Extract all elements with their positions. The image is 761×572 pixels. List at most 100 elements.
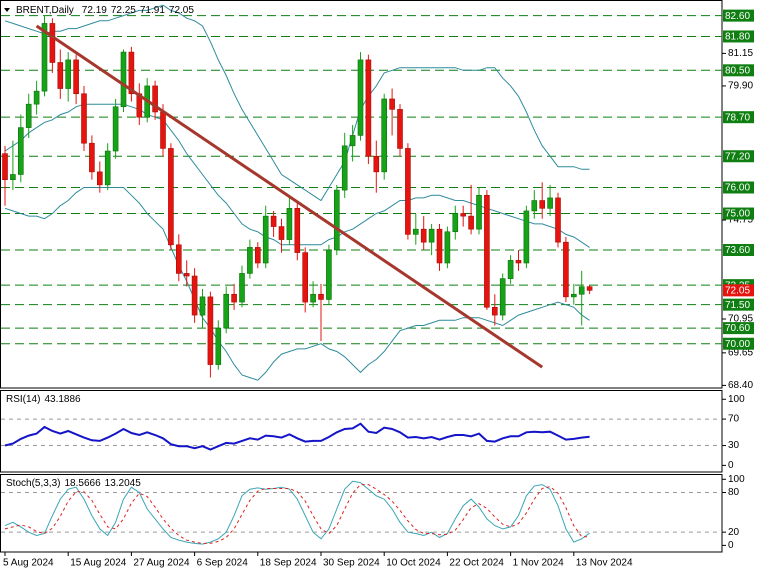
last-close: 72.05 xyxy=(169,5,194,16)
candle-body xyxy=(112,106,119,152)
candle-body xyxy=(223,293,229,329)
y-tick-label: 100 xyxy=(728,394,745,405)
x-tick-label: 13 Nov 2024 xyxy=(576,558,633,569)
candle-body xyxy=(57,62,64,89)
last-price-label: 72.05 xyxy=(725,285,750,296)
level-box xyxy=(723,111,754,124)
candle-body xyxy=(176,244,182,274)
stoch-title: Stoch(5,3,3) xyxy=(6,478,60,489)
level-label: 73.60 xyxy=(725,245,750,256)
candle-body xyxy=(357,59,364,136)
rsi-title: RSI(14) xyxy=(6,394,40,405)
candle-body xyxy=(491,306,498,316)
y-tick-label: 30 xyxy=(728,440,740,451)
candle-body xyxy=(586,286,593,291)
candle-body xyxy=(152,85,158,113)
candle-body xyxy=(381,98,388,173)
candle-body xyxy=(97,171,103,186)
level-label: 78.70 xyxy=(725,112,750,123)
candle-body xyxy=(10,174,16,180)
last-low: 71.91 xyxy=(140,5,165,16)
candle-body xyxy=(128,51,135,95)
candle-body xyxy=(168,148,174,246)
candle-body xyxy=(531,200,538,212)
last-high: 72.25 xyxy=(111,5,136,16)
level-label: 81.80 xyxy=(725,32,750,43)
candle-body xyxy=(468,215,474,230)
level-box xyxy=(723,298,754,311)
candle-body xyxy=(365,59,372,157)
y-tick-label: 0 xyxy=(728,540,734,551)
candle-body xyxy=(476,195,482,230)
series-line xyxy=(4,480,590,545)
candle-body xyxy=(270,215,277,227)
level-label: 71.50 xyxy=(725,300,750,311)
series-line xyxy=(4,422,590,451)
candle-body xyxy=(278,226,285,240)
y-tick-label: 81.15 xyxy=(728,48,753,59)
candle-body xyxy=(373,155,380,173)
y-tick-label: 0 xyxy=(728,460,734,471)
candle-body xyxy=(73,59,79,95)
candle-body xyxy=(41,23,48,92)
x-tick-label: 22 Oct 2024 xyxy=(449,558,504,569)
stoch-panel xyxy=(0,474,723,553)
y-tick-label: 70.95 xyxy=(728,314,753,325)
candle-body xyxy=(199,296,206,316)
last-open: 72.19 xyxy=(82,5,107,16)
candle-body xyxy=(389,98,395,110)
candle-body xyxy=(547,197,553,209)
y-tick-label: 20 xyxy=(728,527,740,538)
y-tick-label: 74.75 xyxy=(728,215,753,226)
level-box xyxy=(723,30,754,43)
candle-body xyxy=(333,189,340,251)
price-header: BRENT,Daily 72.19 72.25 71.91 72.05 xyxy=(16,5,194,16)
candle-body xyxy=(499,278,506,316)
candle-body xyxy=(318,293,324,300)
y-tick-label: 100 xyxy=(728,474,745,485)
candle-body xyxy=(507,260,514,279)
rsi-header: RSI(14) 43.1886 xyxy=(6,394,81,405)
candle-body xyxy=(294,208,301,253)
last-price-box xyxy=(723,284,754,297)
level-label: 76.00 xyxy=(725,183,750,194)
candle-body xyxy=(89,142,95,173)
candle-body xyxy=(160,111,166,149)
candle-body xyxy=(563,241,569,298)
candle-body xyxy=(436,228,443,264)
x-tick-label: 30 Sep 2024 xyxy=(323,558,380,569)
candle-body xyxy=(555,197,561,243)
level-box xyxy=(723,150,754,163)
y-tick-label: 68.40 xyxy=(728,380,753,391)
band-line xyxy=(4,187,590,381)
candle-body xyxy=(460,213,467,217)
candle-body xyxy=(49,23,56,63)
candle-body xyxy=(578,286,585,295)
level-label: 82.60 xyxy=(725,11,750,22)
level-label: 77.20 xyxy=(725,151,750,162)
candle-body xyxy=(428,228,435,243)
candle-body xyxy=(515,260,522,264)
level-box xyxy=(723,337,754,350)
stoch-main-last: 18.5666 xyxy=(64,478,101,489)
candle-body xyxy=(412,228,419,235)
candle-body xyxy=(523,210,530,264)
candle-body xyxy=(326,249,332,300)
x-tick-label: 6 Sep 2024 xyxy=(197,558,249,569)
y-tick-label: 69.65 xyxy=(728,347,753,358)
candle-body xyxy=(310,293,316,303)
trendline xyxy=(35,24,544,369)
candle-body xyxy=(405,148,411,235)
candle-body xyxy=(215,327,222,365)
level-label: 80.50 xyxy=(725,65,750,76)
x-tick-label: 1 Nov 2024 xyxy=(513,558,565,569)
menu-arrow[interactable] xyxy=(4,8,10,12)
x-tick-label: 10 Oct 2024 xyxy=(386,558,441,569)
candle-body xyxy=(484,195,490,308)
level-label: 70.60 xyxy=(725,323,750,334)
x-tick-label: 5 Aug 2024 xyxy=(3,558,54,569)
candle-body xyxy=(191,275,198,316)
stoch-signal-last: 13.2045 xyxy=(105,478,142,489)
